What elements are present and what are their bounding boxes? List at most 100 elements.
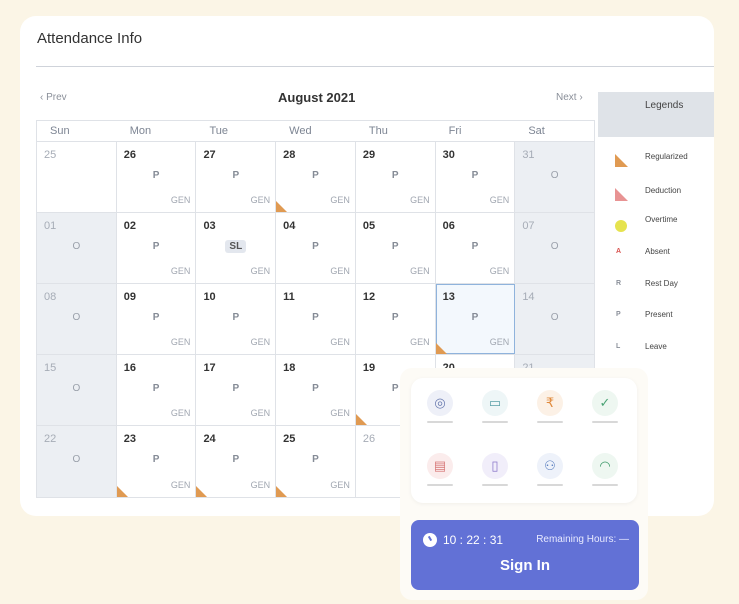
status-text: P <box>391 312 399 323</box>
status-text: P <box>471 170 479 181</box>
calendar-day-cell[interactable]: 24 P GEN <box>196 426 277 497</box>
quick-actions-grid: ◎ ▭ ₹ ✓ ▤ ▯ ⚇ ◠ <box>411 378 637 503</box>
calendar-day-cell[interactable]: 06 P GEN <box>436 213 516 283</box>
sign-in-button[interactable]: 10 : 22 : 31 Remaining Hours: — Sign In <box>411 520 639 590</box>
triangle-icon <box>615 154 628 167</box>
users-icon[interactable]: ⚇ <box>537 453 563 479</box>
calendar-day-cell[interactable]: 11 P GEN <box>276 284 356 354</box>
status-code: P <box>356 383 435 394</box>
status-text: O <box>550 241 559 252</box>
headset-icon[interactable]: ◠ <box>592 453 618 479</box>
shift-label: GEN <box>330 337 350 347</box>
status-text: P <box>391 383 399 394</box>
status-text: P <box>232 454 240 465</box>
fingerprint-icon[interactable]: ◎ <box>427 390 453 416</box>
calendar-day-cell[interactable]: 03 SL GEN <box>196 213 277 283</box>
calendar-day-cell[interactable]: 12 P GEN <box>356 284 436 354</box>
calendar-day-cell[interactable]: 25 <box>37 142 117 212</box>
weekday-wed: Wed <box>289 125 312 137</box>
day-number: 10 <box>203 291 216 303</box>
shift-label: GEN <box>170 408 191 418</box>
weekday-mon: Mon <box>129 125 152 137</box>
legend-label: Absent <box>645 247 670 256</box>
weekday-header: Sun Mon Tue Wed Thu Fri Sat <box>37 121 594 142</box>
calendar-day-cell[interactable]: 28 P GEN <box>276 142 356 212</box>
form-icon[interactable]: ▤ <box>427 453 453 479</box>
status-code: P <box>196 170 275 181</box>
status-code: P <box>276 170 355 181</box>
day-number: 18 <box>283 362 296 374</box>
day-number: 02 <box>123 220 136 232</box>
shift-label: GEN <box>170 195 191 205</box>
day-number: 11 <box>283 291 295 303</box>
status-code: P <box>356 312 435 323</box>
calendar-day-cell[interactable]: 16 P GEN <box>117 355 197 425</box>
calendar-day-cell[interactable]: 01 O <box>37 213 117 283</box>
calendar-week: 25 26 P GEN 27 P GEN 28 P GEN 29 P GEN 30 P GEN 31 O <box>37 142 595 213</box>
status-code: P <box>436 170 515 181</box>
calendar-day-cell[interactable]: 14 O <box>515 284 595 354</box>
status-text: P <box>232 170 240 181</box>
calendar-day-cell[interactable]: 22 O <box>37 426 117 497</box>
prev-button[interactable]: ‹ Prev <box>40 92 67 103</box>
calendar-day-cell[interactable]: 30 P GEN <box>436 142 516 212</box>
shift-label: GEN <box>410 195 430 205</box>
attendance-card: Attendance Info ‹ Prev August 2021 Next … <box>20 16 714 516</box>
next-button[interactable]: Next › <box>556 92 583 103</box>
shift-label: GEN <box>489 266 510 276</box>
action-label-placeholder <box>592 421 618 423</box>
status-code: P <box>276 383 355 394</box>
calendar-day-cell[interactable]: 15 O <box>37 355 117 425</box>
calendar-day-cell[interactable]: 13 P GEN <box>435 284 516 354</box>
briefcase-icon[interactable]: ▭ <box>482 390 508 416</box>
status-text: P <box>312 170 319 181</box>
calendar-day-cell[interactable]: 04 P GEN <box>276 213 356 283</box>
status-code: P <box>196 312 275 323</box>
calendar-day-cell[interactable]: 26 P GEN <box>117 142 197 212</box>
calendar-day-cell[interactable]: 09 P GEN <box>117 284 197 354</box>
calendar-day-cell[interactable]: 08 O <box>37 284 117 354</box>
page-title: Attendance Info <box>37 30 143 47</box>
action-label-placeholder <box>592 484 618 486</box>
day-number: 26 <box>362 433 376 445</box>
legend-code-icon: L <box>616 343 621 350</box>
status-code: O <box>37 312 116 323</box>
legend-label: Regularized <box>645 152 688 161</box>
calendar-day-cell[interactable]: 10 P GEN <box>196 284 277 354</box>
legend-label: Rest Day <box>645 279 678 288</box>
regularized-flag-icon <box>276 201 288 212</box>
calendar-day-cell[interactable]: 29 P GEN <box>356 142 436 212</box>
calendar-day-cell[interactable]: 07 O <box>515 213 595 283</box>
rupee-hand-icon[interactable]: ₹ <box>537 390 563 416</box>
calendar-day-cell[interactable]: 17 P GEN <box>196 355 277 425</box>
status-code: P <box>276 454 355 465</box>
calendar-day-cell[interactable]: 02 P GEN <box>117 213 197 283</box>
document-icon[interactable]: ▯ <box>482 453 508 479</box>
calendar-grid: Sun Mon Tue Wed Thu Fri Sat 25 26 P GEN 27 P GEN 28 P G… <box>36 120 595 498</box>
status-code: P <box>117 241 196 252</box>
clipboard-check-icon[interactable]: ✓ <box>592 390 618 416</box>
calendar-day-cell[interactable]: 18 P GEN <box>276 355 356 425</box>
calendar-day-cell[interactable]: 27 P GEN <box>196 142 277 212</box>
day-number: 22 <box>44 433 57 445</box>
shift-label: GEN <box>330 408 350 418</box>
calendar-week: 08 O 09 P GEN 10 P GEN 11 P GEN 12 P GEN 13 P GEN 14 O <box>37 284 595 355</box>
shift-label: GEN <box>489 195 510 205</box>
shift-label: GEN <box>330 195 350 205</box>
shift-label: GEN <box>410 337 430 347</box>
status-text: P <box>232 383 240 394</box>
day-number: 26 <box>123 149 136 161</box>
calendar-day-cell[interactable]: 25 P GEN <box>276 426 356 497</box>
status-text: P <box>152 312 160 323</box>
weekday-thu: Thu <box>368 125 388 137</box>
status-code: O <box>37 241 116 252</box>
shift-label: GEN <box>410 266 430 276</box>
status-text: P <box>232 312 240 323</box>
calendar-day-cell[interactable]: 31 O <box>515 142 595 212</box>
remaining-hours: Remaining Hours: — <box>536 534 629 545</box>
status-text: O <box>550 170 559 181</box>
calendar-day-cell[interactable]: 05 P GEN <box>356 213 436 283</box>
day-number: 19 <box>362 362 376 374</box>
calendar-day-cell[interactable]: 23 P GEN <box>116 426 197 497</box>
quick-actions-popup: ◎ ▭ ₹ ✓ ▤ ▯ ⚇ ◠ 10 : 22 : 31 Remaining Hours: —… <box>400 368 648 600</box>
